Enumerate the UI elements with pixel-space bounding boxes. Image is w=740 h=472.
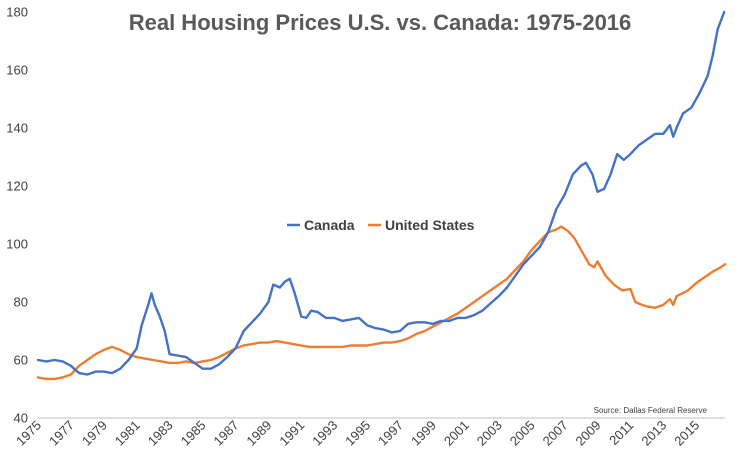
y-tick-label: 120 (6, 179, 28, 194)
y-tick-label: 40 (14, 411, 28, 426)
x-tick-label: 2011 (606, 418, 636, 448)
y-axis-ticks: 40 60 80 100 120 140 160 180 (6, 5, 28, 426)
series-line-canada (36, 10, 726, 376)
legend: Canada United States (287, 217, 475, 233)
y-tick-label: 160 (6, 63, 28, 78)
x-tick-label: 1995 (342, 418, 373, 449)
x-tick-label: 1977 (46, 418, 77, 449)
x-tick-label: 1979 (79, 418, 110, 449)
x-tick-label: 2007 (540, 418, 571, 449)
plot-lines (36, 10, 727, 381)
x-tick-label: 1997 (375, 418, 406, 449)
y-tick-label: 80 (14, 295, 28, 310)
y-tick-label: 140 (6, 121, 28, 136)
source-note: Source: Dallas Federal Reserve (594, 406, 708, 415)
x-axis-ticks: 1975 1977 1979 1981 1983 1985 1987 1989 1991 1993… (13, 418, 702, 449)
x-tick-label: 2001 (441, 418, 472, 449)
x-tick-label: 2003 (474, 418, 505, 449)
x-tick-label: 1983 (145, 418, 176, 449)
x-tick-label: 1993 (309, 418, 340, 449)
x-tick-label: 1991 (276, 418, 307, 449)
y-tick-label: 180 (6, 5, 28, 20)
x-tick-label: 2015 (671, 418, 702, 449)
x-tick-label: 2013 (638, 418, 669, 449)
x-tick-label: 1981 (112, 418, 143, 449)
y-tick-label: 60 (14, 353, 28, 368)
x-tick-label: 2005 (507, 418, 538, 449)
legend-label-canada: Canada (304, 217, 355, 233)
x-tick-label: 2009 (573, 418, 604, 449)
legend-label-united-states: United States (385, 217, 475, 233)
x-tick-label: 1985 (178, 418, 209, 449)
x-tick-label: 1987 (211, 418, 242, 449)
y-tick-label: 100 (6, 237, 28, 252)
x-tick-label: 1999 (408, 418, 439, 449)
chart-title: Real Housing Prices U.S. vs. Canada: 197… (129, 10, 632, 35)
x-tick-label: 1989 (243, 418, 274, 449)
series-line-united-states (36, 225, 727, 381)
